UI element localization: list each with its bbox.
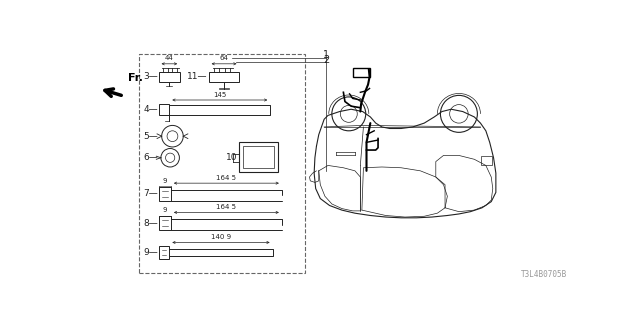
Text: Fr.: Fr. — [128, 73, 143, 83]
Text: 64: 64 — [220, 55, 228, 61]
Bar — [159, 104, 170, 115]
Bar — [243, 146, 274, 168]
Text: 11—: 11— — [187, 72, 207, 81]
Bar — [140, 54, 305, 273]
Text: 6—: 6— — [143, 153, 158, 162]
Text: 5—: 5— — [143, 132, 158, 141]
Text: 145: 145 — [213, 92, 227, 98]
Text: 2: 2 — [323, 55, 330, 65]
Text: 10: 10 — [226, 153, 237, 162]
Bar — [159, 216, 171, 230]
Text: 44: 44 — [165, 55, 173, 61]
Text: 164 5: 164 5 — [216, 175, 236, 181]
Text: 9: 9 — [163, 207, 167, 213]
Bar — [239, 142, 278, 172]
Text: 9: 9 — [163, 178, 167, 184]
Text: 140 9: 140 9 — [211, 234, 231, 240]
Text: 1: 1 — [323, 50, 330, 60]
Bar — [209, 71, 239, 82]
Bar — [481, 156, 492, 165]
Text: 8—: 8— — [143, 219, 158, 228]
Text: T3L4B0705B: T3L4B0705B — [520, 270, 566, 279]
Bar — [159, 187, 171, 201]
Bar — [353, 68, 371, 77]
Text: 164 5: 164 5 — [216, 204, 236, 210]
Bar — [159, 71, 180, 82]
Text: 7—: 7— — [143, 189, 158, 198]
Text: 3—: 3— — [143, 72, 158, 81]
Bar — [159, 246, 170, 259]
Text: 4—: 4— — [143, 105, 158, 114]
Text: 9—: 9— — [143, 248, 158, 257]
